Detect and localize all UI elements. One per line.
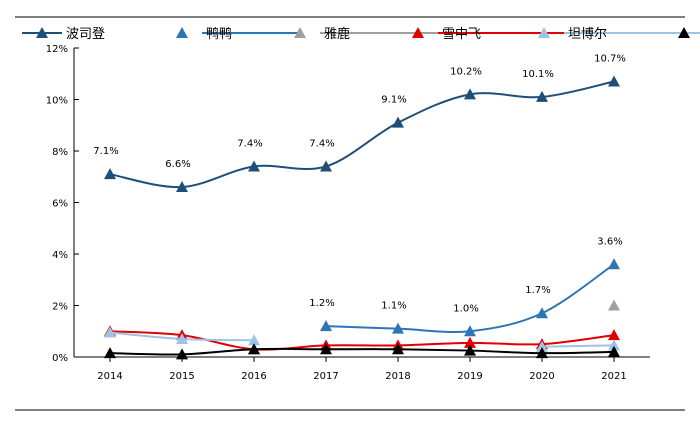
x-tick-label: 2020: [529, 371, 554, 382]
data-point-marker: [536, 347, 548, 359]
legend-label: 雪中飞: [442, 27, 481, 42]
data-label: 7.4%: [309, 138, 334, 149]
data-label: 7.1%: [93, 146, 118, 157]
legend-label: 鸭鸭: [206, 27, 232, 42]
data-point-marker: [536, 307, 548, 319]
data-point-marker: [608, 345, 620, 357]
data-point-marker: [464, 344, 476, 356]
series-line-1: [325, 263, 615, 334]
data-point-marker: [104, 326, 116, 338]
legend-marker: [412, 27, 424, 38]
y-tick-label: 12%: [46, 44, 68, 55]
legend-label: 坦博尔: [568, 27, 607, 42]
y-tick-label: 6%: [52, 199, 68, 210]
data-label: 10.7%: [594, 53, 626, 64]
data-point-marker: [248, 334, 260, 346]
data-point-marker: [248, 343, 260, 355]
data-point-marker: [248, 160, 260, 172]
data-point-marker: [392, 343, 404, 355]
data-label: 3.6%: [597, 236, 622, 247]
data-point-marker: [392, 116, 404, 128]
data-point-marker: [320, 160, 332, 172]
data-point-marker: [464, 336, 476, 348]
data-point-marker: [176, 348, 188, 360]
legend-marker: [176, 27, 188, 38]
data-point-marker: [320, 320, 332, 332]
x-tick-label: 2016: [241, 371, 266, 382]
data-label: 1.7%: [525, 285, 550, 296]
data-label: 6.6%: [165, 159, 190, 170]
legend-marker: [678, 27, 690, 38]
data-label: 1.0%: [453, 303, 478, 314]
x-tick-label: 2021: [601, 371, 626, 382]
data-point-marker: [320, 343, 332, 355]
legend-marker: [294, 27, 306, 38]
series-line-0: [109, 80, 615, 189]
data-label: 9.1%: [381, 95, 406, 106]
data-label: 10.1%: [522, 69, 554, 80]
y-tick-label: 4%: [52, 250, 68, 261]
series-line-5: [109, 347, 615, 356]
data-label: 10.2%: [450, 66, 482, 77]
data-point-marker: [608, 258, 620, 270]
data-label: 1.1%: [381, 301, 406, 312]
legend-marker: [36, 27, 48, 38]
x-tick-label: 2019: [457, 371, 482, 382]
data-point-marker: [176, 181, 188, 193]
data-point-marker: [464, 88, 476, 100]
x-tick-label: 2018: [385, 371, 410, 382]
y-tick-label: 10%: [46, 96, 68, 107]
data-point-marker: [464, 325, 476, 337]
y-tick-label: 0%: [52, 353, 68, 364]
data-point-marker: [608, 329, 620, 341]
data-point-marker: [536, 340, 548, 352]
series-line-4: [541, 344, 615, 348]
x-tick-label: 2017: [313, 371, 338, 382]
data-point-marker: [392, 322, 404, 334]
data-point-marker: [608, 75, 620, 87]
y-tick-label: 8%: [52, 147, 68, 158]
legend-label: 雅鹿: [324, 26, 350, 42]
y-tick-label: 2%: [52, 302, 68, 313]
data-label: 1.2%: [309, 298, 334, 309]
data-point-marker: [176, 332, 188, 344]
data-point-marker: [608, 339, 620, 351]
series-line-3: [109, 330, 615, 351]
data-point-marker: [608, 299, 620, 311]
data-label: 7.4%: [237, 138, 262, 149]
x-tick-label: 2015: [169, 371, 194, 382]
data-point-marker: [104, 347, 116, 359]
legend-label: 波司登: [66, 27, 105, 42]
data-point-marker: [536, 90, 548, 102]
data-point-marker: [104, 168, 116, 180]
x-tick-label: 2014: [97, 371, 122, 382]
legend-marker: [538, 27, 550, 38]
